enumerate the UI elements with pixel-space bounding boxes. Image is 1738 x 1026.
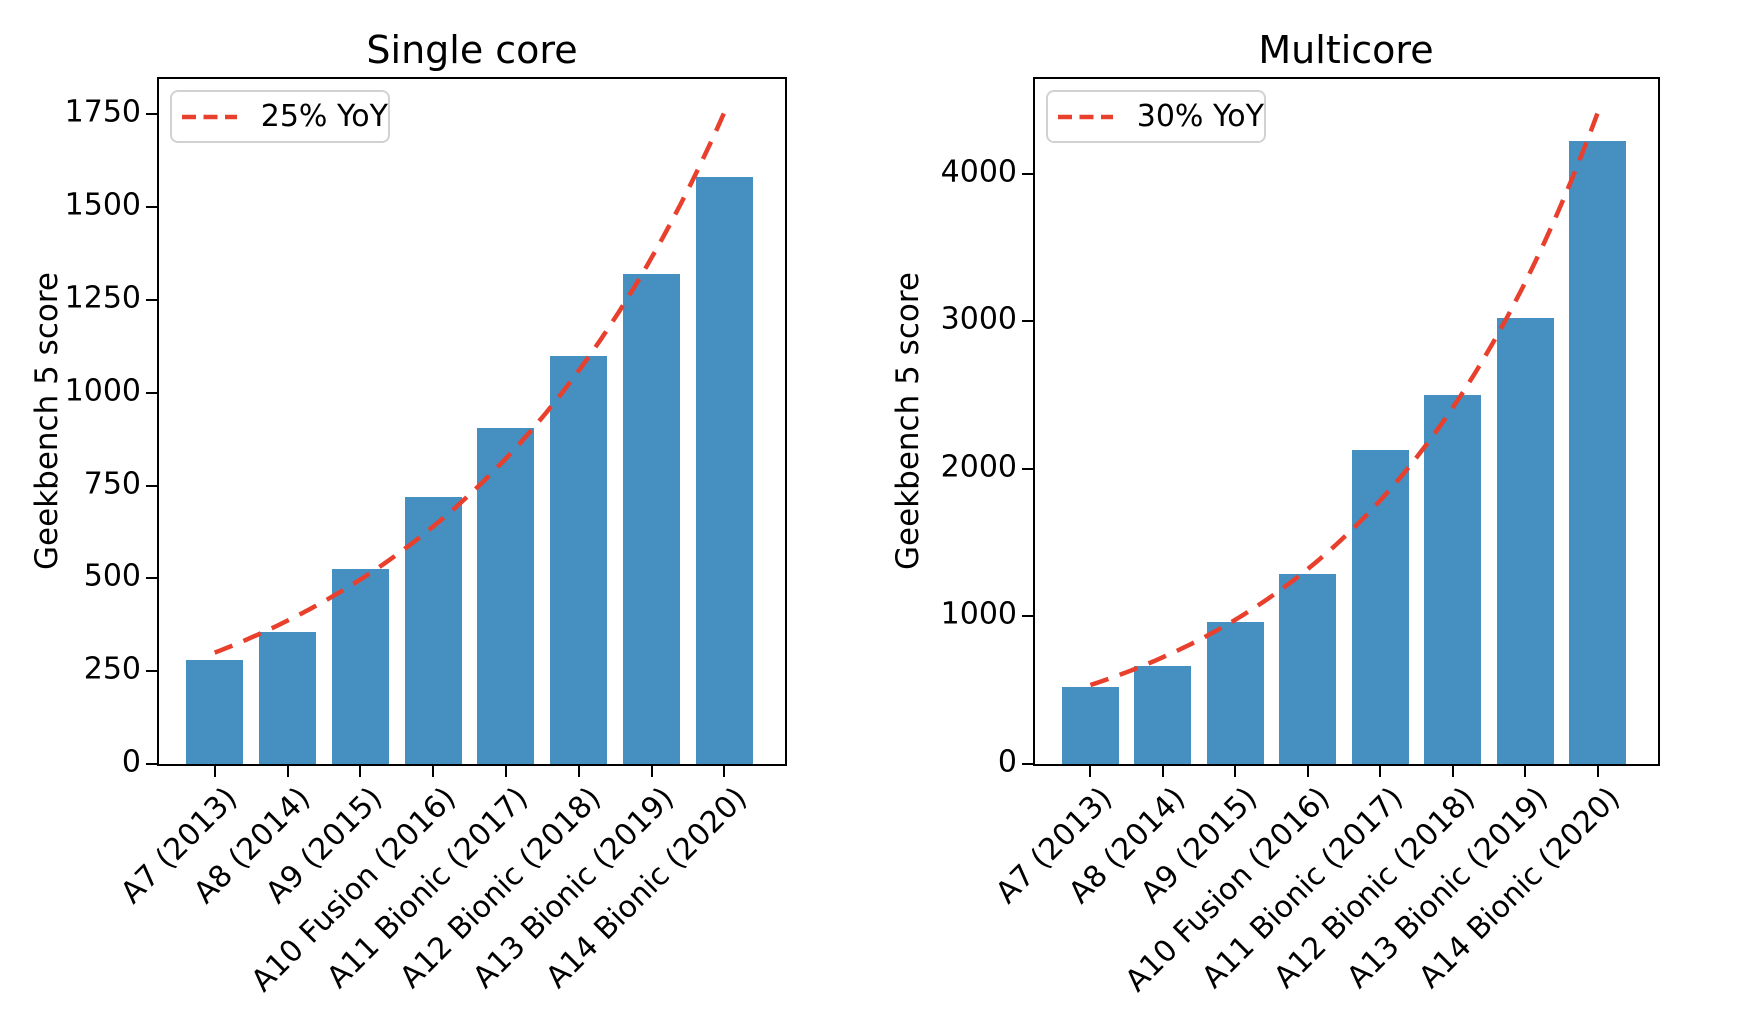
bar-a13-bionic-2019 xyxy=(623,273,680,764)
x-tick-mark xyxy=(1161,766,1164,777)
x-tick-mark xyxy=(577,766,580,777)
bar-a14-bionic-2020 xyxy=(1569,141,1627,764)
y-tick-label: 2000 xyxy=(940,449,1017,485)
y-tick-label: 1750 xyxy=(64,94,141,130)
y-tick-label: 0 xyxy=(121,744,141,780)
x-tick-mark xyxy=(1306,766,1309,777)
bar-a8-2014 xyxy=(1134,665,1192,764)
legend-dash-sample xyxy=(182,114,237,119)
y-tick-label: 1250 xyxy=(64,280,141,316)
bar-a14-bionic-2020 xyxy=(695,177,753,764)
bar-a7-2013 xyxy=(186,660,244,764)
y-tick-label: 0 xyxy=(997,744,1017,780)
plot-area: 0 1000 2000 3000 4000 A7 (2013) A8 (2014) A9 (2… xyxy=(941,77,1660,999)
bar-a11-bionic-2017 xyxy=(1351,449,1409,764)
bar-a10-fusion-2016 xyxy=(404,496,462,764)
x-tick-mark xyxy=(1234,766,1237,777)
bar-a8-2014 xyxy=(259,632,316,764)
y-tick-label: 3000 xyxy=(940,301,1017,337)
y-tick-label: 4000 xyxy=(940,154,1017,189)
x-tick-mark xyxy=(723,766,726,777)
bar-a12-bionic-2018 xyxy=(550,355,608,764)
y-tick-mark xyxy=(146,206,157,209)
y-tick-label: 1500 xyxy=(64,187,141,223)
x-tick-mark xyxy=(286,766,289,777)
y-tick-label: 500 xyxy=(83,558,141,594)
y-axis-label: Geekbench 5 score xyxy=(29,272,65,570)
y-tick-mark xyxy=(146,298,157,301)
bar-a9-2015 xyxy=(1206,621,1264,764)
y-tick-mark xyxy=(146,391,157,394)
bar-a7-2013 xyxy=(1061,686,1119,764)
y-axis-label: Geekbench 5 score xyxy=(890,272,926,570)
y-tick-mark xyxy=(146,577,157,580)
legend-dash-sample xyxy=(1058,114,1113,119)
bar-a12-bionic-2018 xyxy=(1424,394,1482,764)
y-tick-mark xyxy=(146,484,157,487)
y-tick-mark xyxy=(1022,763,1033,765)
x-tick-mark xyxy=(504,766,507,777)
legend-label: 30% YoY xyxy=(1136,99,1264,134)
plot-area: 0 250 500 750 1000 1250 1500 1750 A7 (2013) A8 (2… xyxy=(65,77,787,999)
legend-label: 25% YoY xyxy=(260,99,388,134)
x-tick-mark xyxy=(1524,766,1527,777)
x-tick-mark xyxy=(1089,766,1092,777)
y-tick-mark xyxy=(1022,172,1033,175)
bar-a9-2015 xyxy=(331,569,389,764)
bar-a10-fusion-2016 xyxy=(1279,574,1337,764)
x-tick-mark xyxy=(1451,766,1454,777)
y-tick-label: 1000 xyxy=(940,596,1017,632)
y-tick-label: 1000 xyxy=(64,373,141,409)
x-tick-mark xyxy=(359,766,362,777)
y-tick-mark xyxy=(1022,320,1033,323)
x-tick-mark xyxy=(650,766,653,777)
y-tick-mark xyxy=(146,763,157,765)
y-tick-mark xyxy=(146,113,157,116)
legend: 30% YoY xyxy=(1046,90,1266,143)
x-tick-mark xyxy=(432,766,435,777)
bar-a13-bionic-2019 xyxy=(1496,318,1554,764)
y-tick-label: 750 xyxy=(83,466,141,501)
bar-a11-bionic-2017 xyxy=(477,428,535,764)
chart-title: Multicore xyxy=(1258,28,1434,72)
chart-title: Single core xyxy=(366,28,578,72)
y-tick-label: 250 xyxy=(83,651,141,687)
x-tick-mark xyxy=(1596,766,1599,777)
y-tick-mark xyxy=(146,670,157,673)
y-tick-mark xyxy=(1022,467,1033,470)
legend: 25% YoY xyxy=(170,90,390,143)
x-tick-mark xyxy=(213,766,216,777)
trend-line-25-yoy xyxy=(213,111,727,655)
trend-line-30-yoy xyxy=(1089,112,1600,688)
x-tick-mark xyxy=(1379,766,1382,777)
y-tick-mark xyxy=(1022,615,1033,618)
